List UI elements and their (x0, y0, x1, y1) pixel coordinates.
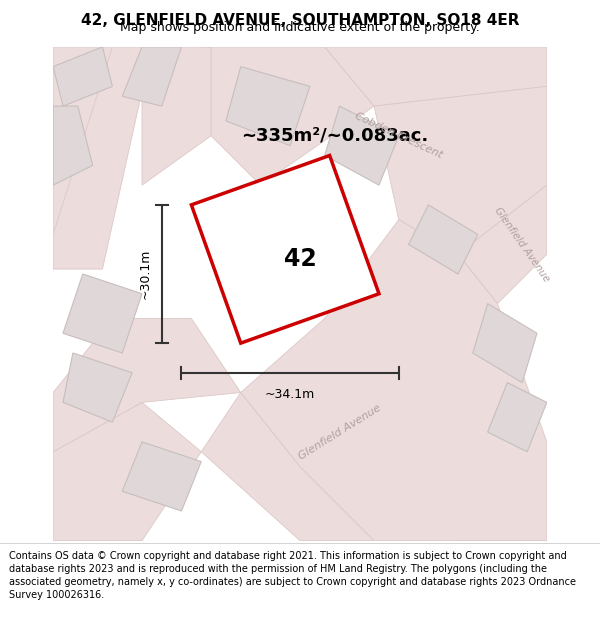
Polygon shape (409, 205, 478, 274)
Polygon shape (142, 47, 211, 185)
Polygon shape (201, 47, 374, 185)
Polygon shape (488, 382, 547, 452)
Polygon shape (53, 402, 201, 541)
Polygon shape (53, 47, 112, 234)
Polygon shape (53, 106, 92, 185)
Polygon shape (122, 442, 201, 511)
Polygon shape (458, 442, 547, 541)
Polygon shape (251, 195, 359, 294)
Text: Glenfield Avenue: Glenfield Avenue (493, 205, 552, 284)
Text: Contains OS data © Crown copyright and database right 2021. This information is : Contains OS data © Crown copyright and d… (9, 551, 576, 601)
Text: ~335m²/~0.083ac.: ~335m²/~0.083ac. (241, 127, 428, 145)
Polygon shape (325, 47, 547, 106)
Polygon shape (458, 185, 547, 304)
Polygon shape (191, 156, 379, 343)
Text: Glenfield Avenue: Glenfield Avenue (296, 402, 383, 461)
Text: ~34.1m: ~34.1m (265, 388, 315, 401)
Polygon shape (63, 274, 142, 353)
Text: ~30.1m: ~30.1m (139, 249, 152, 299)
Polygon shape (53, 318, 241, 452)
Polygon shape (122, 47, 181, 106)
Text: 42, GLENFIELD AVENUE, SOUTHAMPTON, SO18 4ER: 42, GLENFIELD AVENUE, SOUTHAMPTON, SO18 … (81, 13, 519, 28)
Polygon shape (241, 219, 547, 541)
Polygon shape (473, 304, 537, 382)
Polygon shape (201, 392, 374, 541)
Polygon shape (226, 67, 310, 146)
Text: 42: 42 (284, 247, 316, 271)
Polygon shape (325, 106, 399, 185)
Polygon shape (53, 47, 112, 106)
Polygon shape (374, 86, 547, 254)
Text: Map shows position and indicative extent of the property.: Map shows position and indicative extent… (120, 21, 480, 34)
Polygon shape (63, 353, 132, 422)
Text: Cobden Crescent: Cobden Crescent (353, 111, 444, 161)
Polygon shape (53, 47, 152, 269)
